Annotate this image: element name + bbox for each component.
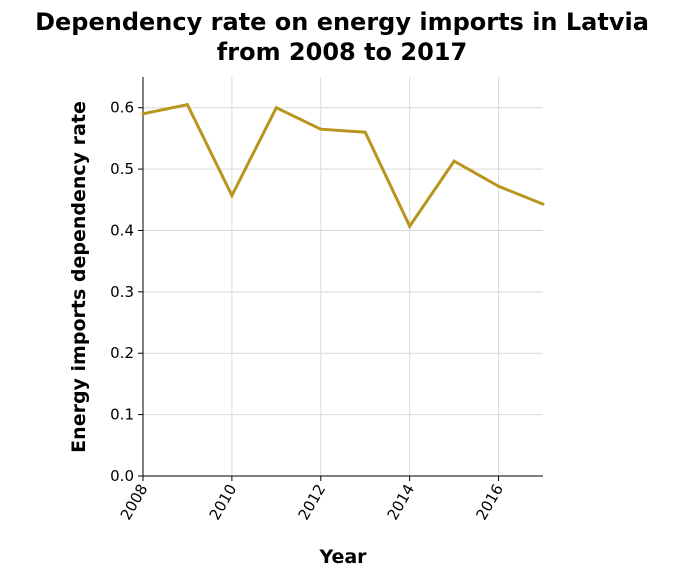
x-tick-label: 2014: [383, 481, 418, 523]
y-axis-label: Energy imports dependency rate: [68, 101, 90, 453]
y-tick-label: 0.2: [110, 344, 134, 362]
x-tick-label: 2012: [295, 481, 330, 523]
x-tick-label: 2010: [206, 481, 241, 523]
series-line: [142, 102, 544, 230]
x-tick-label: 2016: [472, 481, 507, 523]
y-tick-label: 0.5: [110, 160, 134, 178]
data-point: [497, 184, 501, 188]
data-point: [319, 127, 323, 131]
data-point: [141, 112, 145, 116]
y-tick-label: 0.6: [110, 99, 134, 117]
data-point: [274, 106, 278, 110]
y-tick-label: 0.1: [110, 406, 134, 424]
y-tick-label: 0.3: [110, 283, 134, 301]
y-axis-ticks: 0.0 0.1 0.2 0.3 0.4 0.5 0.6: [110, 99, 143, 485]
chart-title-line-1: Dependency rate on energy imports in Lat…: [35, 8, 649, 36]
series-layer: [141, 102, 545, 230]
data-point: [185, 103, 189, 107]
data-point: [452, 159, 456, 163]
data-point: [541, 202, 545, 206]
chart-title-line-2: from 2008 to 2017: [217, 38, 467, 66]
x-axis-label: Year: [318, 546, 367, 568]
axes: [142, 77, 543, 477]
data-point: [230, 193, 234, 197]
y-tick-label: 0.4: [110, 221, 134, 239]
x-axis-ticks: 2008 2010 2012 2014 2016: [117, 476, 507, 523]
gridlines: [142, 77, 543, 477]
data-point: [408, 224, 412, 228]
y-tick-label: 0.0: [110, 467, 134, 485]
data-point: [363, 130, 367, 134]
x-tick-label: 2008: [117, 481, 152, 523]
